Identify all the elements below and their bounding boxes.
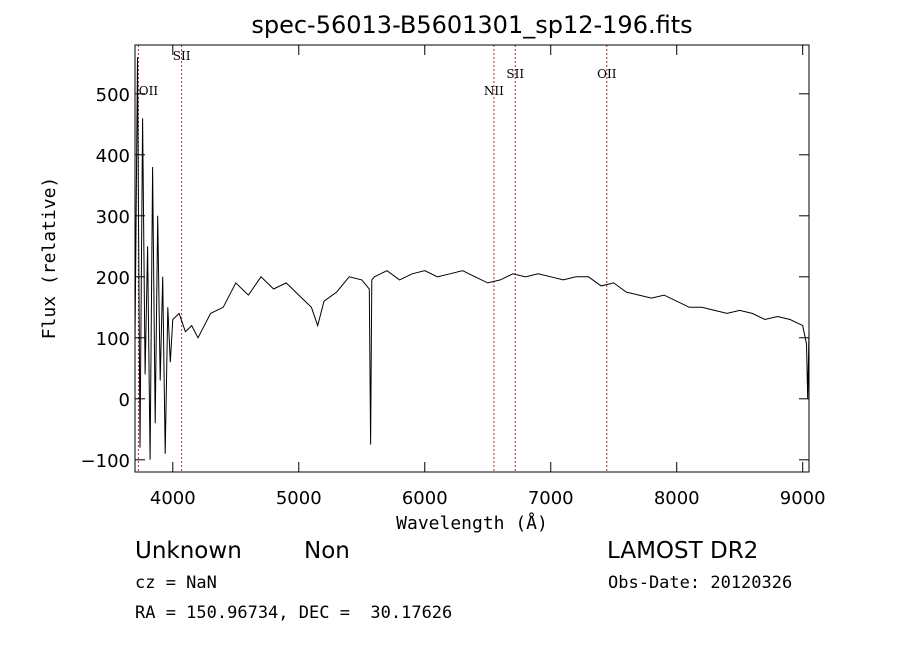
x-tick-label: 7000 xyxy=(528,488,574,509)
observation-date: Obs-Date: 20120326 xyxy=(608,573,793,593)
y-tick-label: 200 xyxy=(96,268,130,289)
x-axis-label: Wavelength (Å) xyxy=(396,512,548,534)
plot-frame xyxy=(134,44,810,473)
x-tick-label: 9000 xyxy=(780,488,826,509)
object-type: Unknown xyxy=(135,538,242,564)
marker-label-nii: NII xyxy=(484,84,504,98)
redshift-cz: cz = NaN xyxy=(135,573,217,593)
marker-label-oii: OII xyxy=(139,84,159,98)
x-tick-label: 5000 xyxy=(276,488,322,509)
x-tick-label: 8000 xyxy=(654,488,700,509)
y-tick-label: 400 xyxy=(96,146,130,167)
y-tick-label: 500 xyxy=(96,85,130,106)
marker-label-oii: OII xyxy=(597,67,617,81)
object-subclass: Non xyxy=(304,538,350,564)
y-tick-label: 100 xyxy=(96,329,130,350)
y-tick-label: 0 xyxy=(119,390,130,411)
marker-label-sii: SII xyxy=(506,67,524,81)
chart-title: spec-56013-B5601301_sp12-196.fits xyxy=(251,11,692,39)
axis-ticks: 4000 5000 6000 7000 8000 9000 −100 0 100 200 300 40… xyxy=(81,45,826,509)
spectrum-line xyxy=(134,57,810,460)
x-tick-label: 4000 xyxy=(150,488,196,509)
survey-name: LAMOST DR2 xyxy=(607,538,759,564)
ra-dec-coordinates: RA = 150.96734, DEC = 30.17626 xyxy=(135,603,453,623)
y-tick-label: 300 xyxy=(96,207,130,228)
marker-label-sii: SII xyxy=(173,49,191,63)
x-tick-label: 6000 xyxy=(402,488,448,509)
y-axis-label: Flux (relative) xyxy=(39,177,60,340)
y-tick-label: −100 xyxy=(81,451,130,472)
